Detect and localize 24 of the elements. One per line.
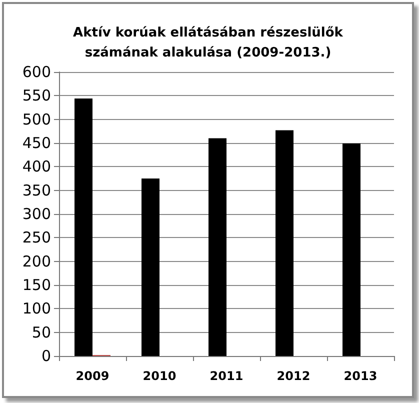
bar [276,130,294,356]
y-tick-label: 200 [22,252,51,270]
y-tick-label: 350 [22,181,51,200]
x-tick-label: 2013 [344,369,378,383]
y-tick-label: 400 [22,158,51,176]
bar [208,138,226,356]
bar [142,178,160,356]
y-tick-label: 150 [22,276,51,294]
y-tick-label: 0 [41,347,51,365]
bar [74,98,92,356]
x-tick-label: 2009 [76,369,110,383]
y-tick-label: 550 [22,86,51,105]
y-tick-label: 250 [22,228,51,247]
x-tick-label: 2011 [210,369,244,383]
x-tick-label: 2012 [276,369,310,383]
y-tick-label: 300 [22,205,51,223]
y-tick-label: 50 [32,323,51,342]
y-tick-label: 500 [22,110,51,128]
y-tick-label: 100 [22,300,51,318]
y-tick-label: 600 [22,63,51,81]
bar [342,143,360,356]
y-tick-label: 450 [22,134,51,152]
x-tick-label: 2010 [142,369,176,383]
chart-title: Aktív korúak ellátásában részeslülők számának alakulása (2009-2013.) [73,26,344,60]
